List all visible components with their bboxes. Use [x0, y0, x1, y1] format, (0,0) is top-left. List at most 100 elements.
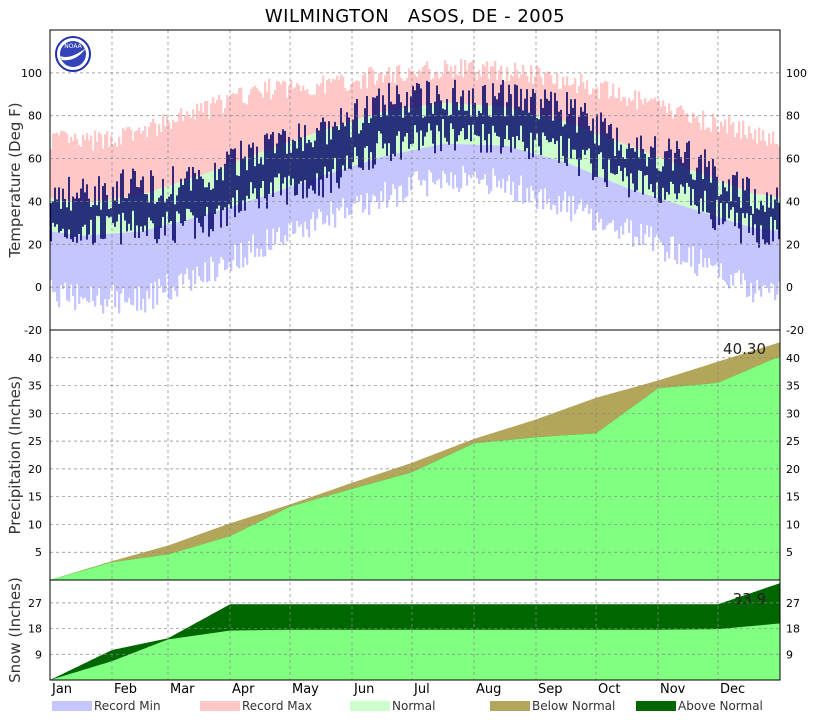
observed-bar — [656, 168, 658, 183]
record-max-bar — [78, 145, 81, 204]
record-max-bar — [662, 100, 665, 160]
record-max-bar — [258, 90, 261, 153]
observed-bar — [284, 130, 286, 178]
record-max-bar — [536, 65, 539, 115]
record-max-bar — [670, 110, 673, 163]
record-min-bar — [196, 217, 199, 267]
observed-bar — [590, 130, 592, 164]
record-min-bar — [608, 180, 611, 224]
observed-bar — [156, 201, 158, 244]
observed-bar — [508, 84, 510, 140]
record-max-bar — [164, 126, 167, 188]
record-min-bar — [60, 232, 63, 286]
noaa-logo-gull — [60, 48, 86, 61]
record-min-bar — [326, 174, 329, 216]
record-max-bar — [648, 100, 651, 154]
observed-bar — [450, 114, 452, 124]
record-min-bar — [676, 204, 679, 265]
record-max-bar — [148, 126, 151, 193]
observed-bar — [480, 113, 482, 153]
record-max-bar — [340, 74, 343, 125]
observed-bar — [106, 194, 108, 217]
record-min-bar — [356, 164, 359, 197]
observed-bar — [768, 207, 770, 245]
record-min-bar — [90, 235, 93, 287]
record-min-bar — [450, 143, 453, 173]
record-min-bar — [396, 153, 399, 207]
record-max-bar — [718, 131, 721, 181]
observed-bar — [170, 194, 172, 222]
normal-bar — [132, 196, 135, 233]
record-max-bar — [132, 140, 135, 197]
observed-bar — [612, 138, 614, 174]
record-max-bar — [460, 59, 463, 105]
observed-bar — [88, 198, 90, 235]
observed-bar — [412, 86, 414, 144]
record-min-bar — [290, 186, 293, 223]
record-max-bar — [278, 81, 281, 146]
record-min-bar — [728, 220, 731, 289]
record-min-bar — [130, 232, 133, 305]
record-min-bar — [508, 146, 511, 176]
record-min-bar — [284, 188, 287, 236]
observed-bar — [730, 201, 732, 210]
month-label-jun: Jun — [353, 682, 374, 697]
record-min-bar — [710, 214, 713, 266]
observed-bar — [696, 167, 698, 207]
observed-bar — [392, 104, 394, 154]
record-max-bar — [398, 64, 401, 110]
observed-bar — [340, 108, 342, 178]
record-max-bar — [102, 148, 105, 201]
observed-bar — [440, 100, 442, 152]
record-max-bar — [608, 98, 611, 139]
observed-bar — [658, 170, 660, 203]
observed-bar — [226, 151, 228, 227]
record-min-bar — [300, 183, 303, 225]
record-min-bar — [586, 171, 589, 205]
record-min-bar — [694, 209, 697, 274]
observed-bar — [616, 127, 618, 175]
observed-bar — [588, 125, 590, 149]
record-min-bar — [346, 167, 349, 208]
observed-bar — [610, 123, 612, 173]
month-label-apr: Apr — [232, 682, 255, 697]
legend-label: Below Normal — [532, 699, 615, 713]
observed-bar — [278, 133, 280, 174]
record-min-bar — [50, 231, 53, 280]
observed-bar — [70, 210, 72, 240]
observed-bar — [602, 121, 604, 170]
observed-bar — [154, 203, 156, 240]
observed-bar — [404, 105, 406, 137]
observed-bar — [386, 115, 388, 156]
record-min-bar — [440, 144, 443, 189]
record-max-bar — [606, 81, 609, 138]
record-min-bar — [198, 216, 201, 277]
record-max-bar — [422, 66, 425, 106]
observed-bar — [634, 151, 636, 193]
record-max-bar — [122, 127, 125, 198]
record-min-bar — [556, 160, 559, 215]
temperature-tick-right: 0 — [786, 281, 793, 294]
observed-bar — [640, 135, 642, 172]
normal-bar — [492, 106, 495, 146]
observed-bar — [452, 88, 454, 130]
month-label-jul: Jul — [413, 682, 430, 697]
observed-bar — [664, 151, 666, 200]
observed-bar — [206, 187, 208, 207]
record-min-bar — [704, 212, 707, 259]
observed-bar — [396, 85, 398, 136]
record-min-bar — [634, 190, 637, 237]
record-min-bar — [264, 195, 267, 257]
observed-bar — [244, 156, 246, 211]
record-max-bar — [760, 140, 763, 195]
record-min-bar — [154, 227, 157, 282]
observed-bar — [464, 110, 466, 140]
snow-panel: 33.9 — [50, 583, 780, 680]
record-max-bar — [756, 143, 759, 195]
record-min-bar — [316, 177, 319, 219]
record-min-bar — [424, 147, 427, 181]
precipitation-tick-left: 40 — [28, 352, 42, 365]
record-max-bar — [162, 114, 165, 188]
observed-bar — [676, 140, 678, 200]
record-min-bar — [230, 206, 233, 271]
